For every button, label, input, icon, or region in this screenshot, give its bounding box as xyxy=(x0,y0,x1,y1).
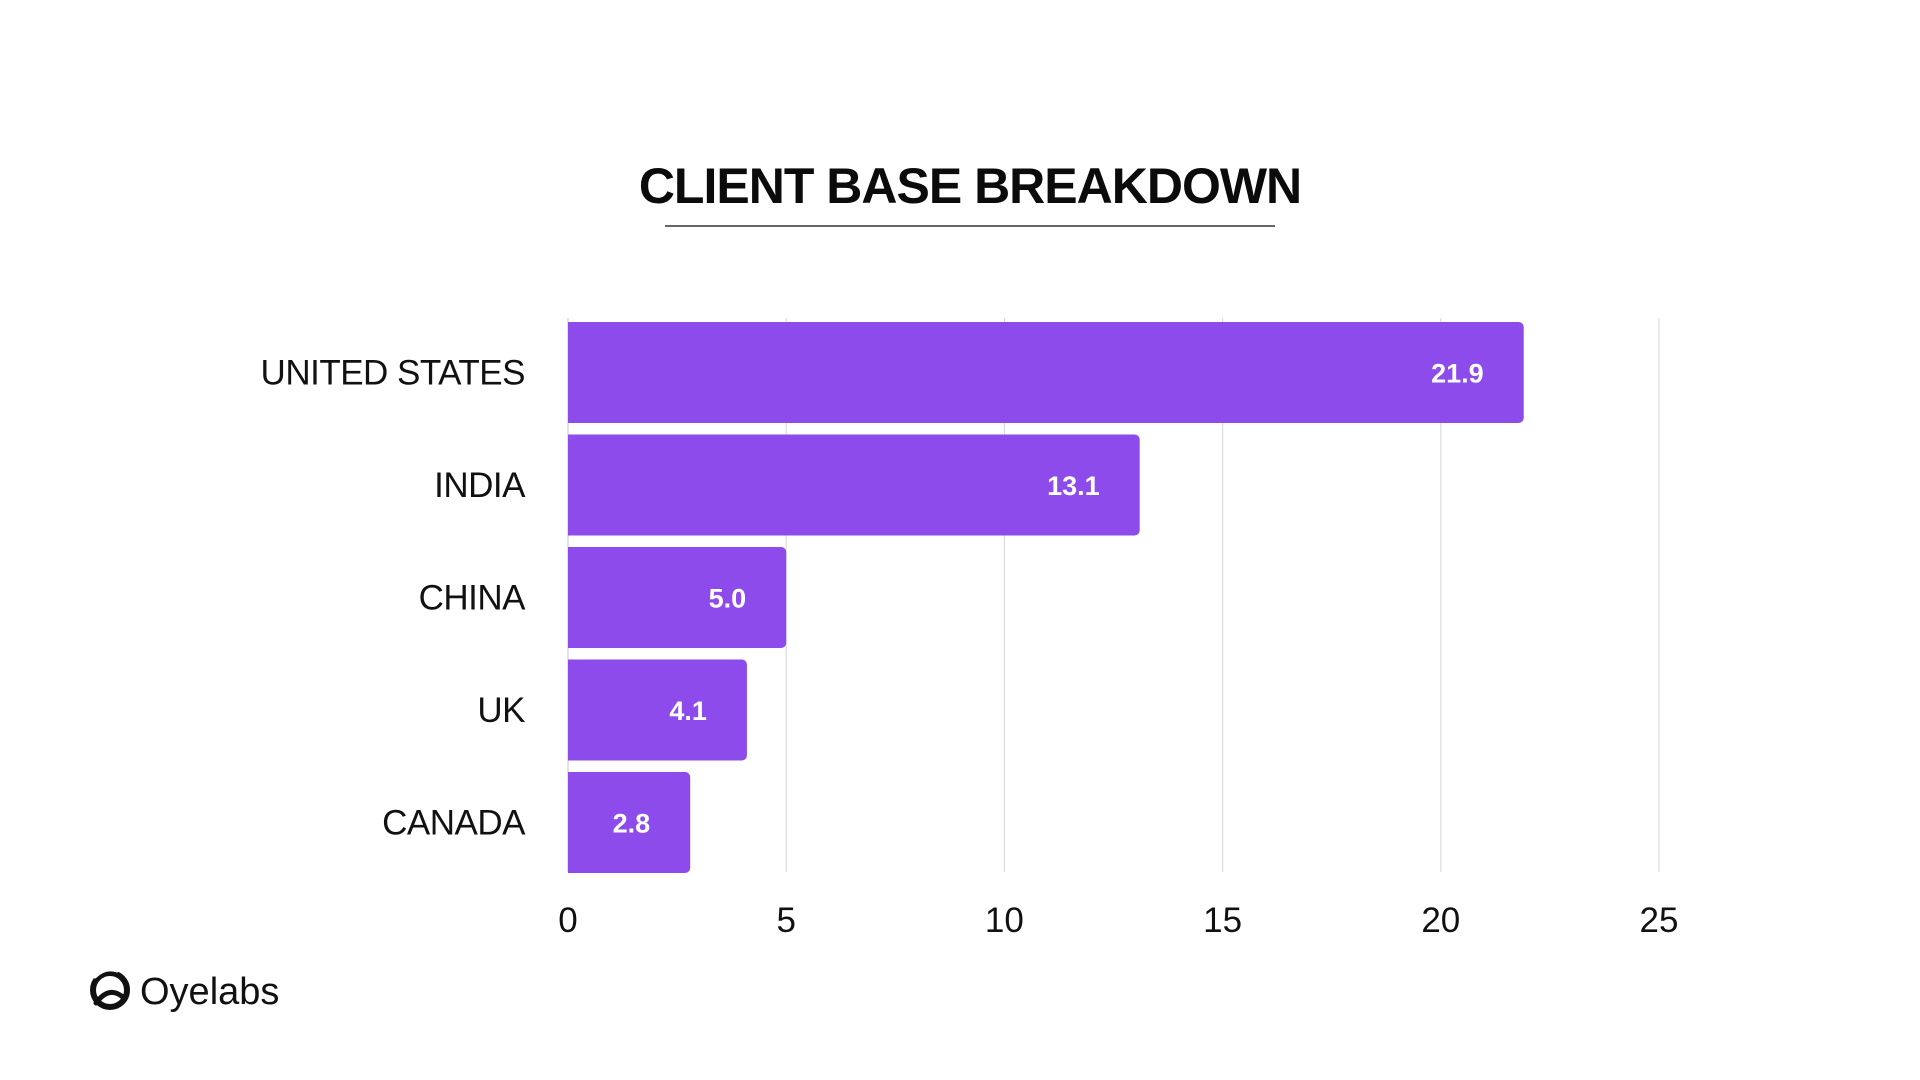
x-tick-label: 0 xyxy=(558,901,577,940)
chart-title: CLIENT BASE BREAKDOWN xyxy=(639,158,1301,214)
category-label: CANADA xyxy=(382,804,526,843)
category-label: UNITED STATES xyxy=(261,354,525,393)
x-tick-label: 20 xyxy=(1421,901,1460,940)
bar-edge xyxy=(568,772,576,873)
x-tick-label: 10 xyxy=(985,901,1024,940)
category-label: UK xyxy=(477,691,525,730)
bar xyxy=(568,434,1140,536)
x-tick-label: 15 xyxy=(1203,901,1242,940)
oyelabs-logo-icon xyxy=(90,968,130,1010)
bar xyxy=(568,659,747,761)
bar-edge xyxy=(568,434,576,536)
x-tick-label: 25 xyxy=(1640,901,1679,940)
brand-name: Oyelabs xyxy=(140,971,279,1013)
bars xyxy=(568,322,1524,873)
bar-edge xyxy=(568,547,576,648)
bar xyxy=(568,772,691,873)
value-label: 21.9 xyxy=(1431,359,1484,389)
category-label: INDIA xyxy=(434,466,526,505)
bar xyxy=(568,547,787,648)
brand: Oyelabs xyxy=(90,968,279,1013)
bar-edge xyxy=(568,659,576,761)
bar-edge xyxy=(568,322,576,423)
bar xyxy=(568,322,1524,423)
x-tick-label: 5 xyxy=(776,901,795,940)
value-label: 5.0 xyxy=(709,584,747,614)
value-label: 13.1 xyxy=(1047,471,1100,501)
labels: 0 5 10 15 20 25 21.9 UNITED STATES 13.1 INDIA 5.0 C… xyxy=(261,354,1679,941)
category-label: CHINA xyxy=(419,579,527,618)
value-label: 2.8 xyxy=(613,809,651,839)
value-label: 4.1 xyxy=(669,696,707,726)
